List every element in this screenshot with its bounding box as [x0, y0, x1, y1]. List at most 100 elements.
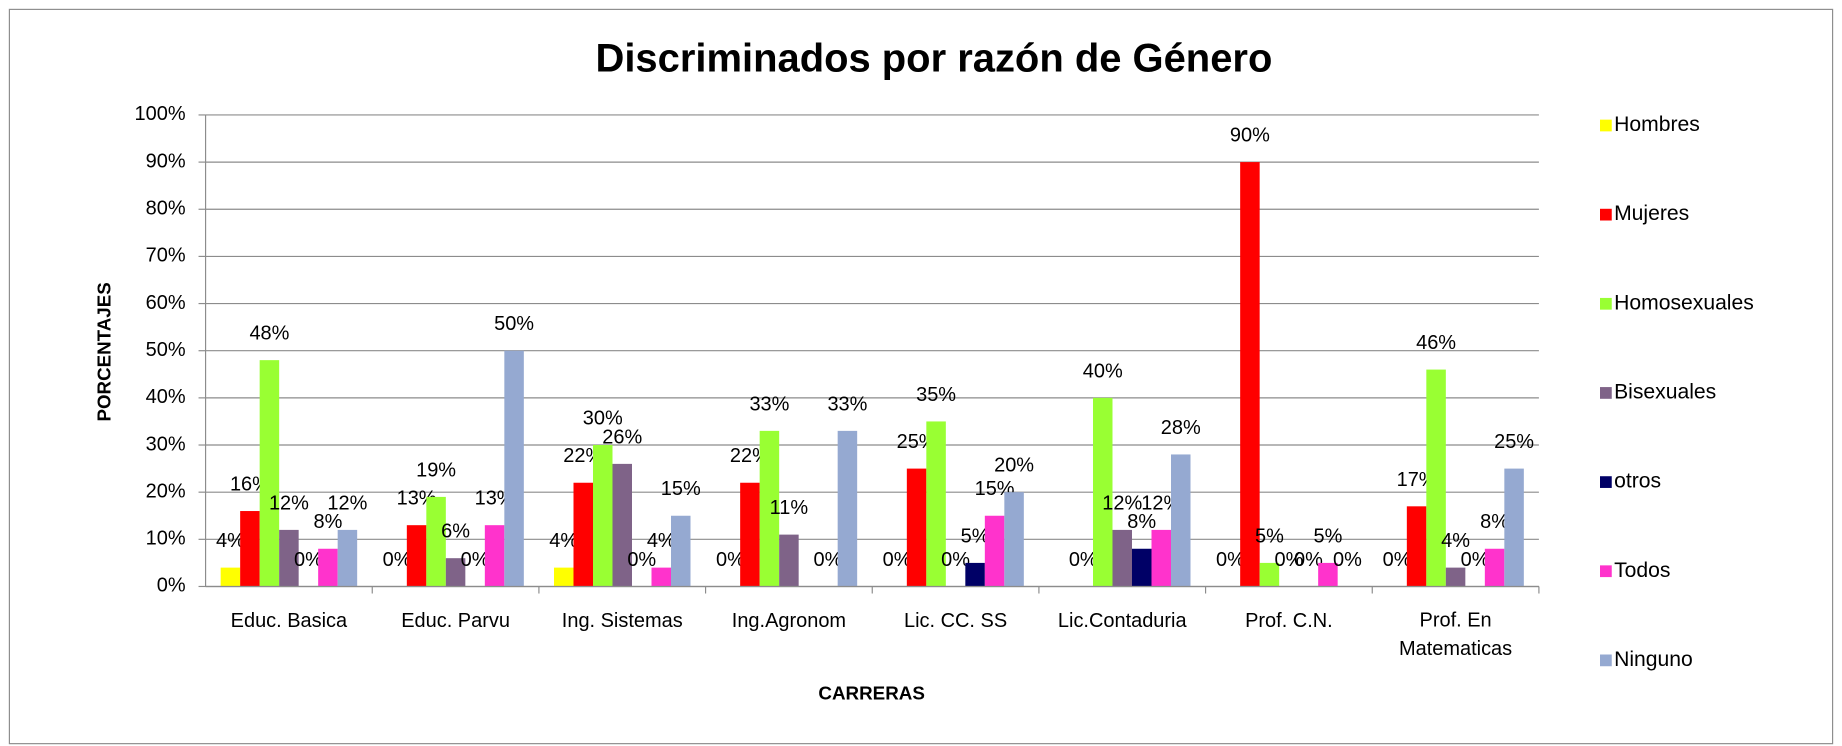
bar: [1259, 562, 1280, 587]
data-label: 5%: [1255, 525, 1284, 547]
data-label: 25%: [1494, 431, 1534, 453]
bar: [592, 445, 613, 587]
data-label: 0%: [1461, 549, 1490, 571]
y-tick-label: 90%: [146, 150, 186, 172]
data-label: 0%: [1333, 549, 1362, 571]
legend-swatch: [1600, 297, 1612, 310]
bar: [484, 525, 505, 587]
data-label: 0%: [294, 549, 323, 571]
bar: [1092, 397, 1113, 587]
data-label: 48%: [249, 323, 289, 345]
y-tick-label: 50%: [146, 339, 186, 361]
data-label: 0%: [627, 549, 656, 571]
y-tick-label: 40%: [146, 386, 186, 408]
x-tick-label: Lic.Contaduria: [1058, 610, 1188, 632]
x-tick-label: Educ. Basica: [231, 610, 348, 632]
legend-swatch: [1600, 387, 1612, 399]
bar: [1112, 529, 1132, 587]
data-label: 8%: [1480, 511, 1509, 533]
y-tick-label: 70%: [146, 245, 186, 267]
bar: [1171, 454, 1191, 587]
data-label: 0%: [1069, 549, 1098, 571]
legend-label: Mujeres: [1614, 202, 1689, 225]
data-label: 90%: [1230, 125, 1270, 147]
data-label: 0%: [813, 549, 842, 571]
data-label: 50%: [494, 313, 534, 335]
bar: [220, 567, 241, 587]
legend-label: Hombres: [1614, 113, 1700, 136]
data-label: 5%: [1313, 525, 1342, 547]
data-label: 8%: [313, 511, 342, 533]
bar: [1426, 369, 1446, 587]
x-tick-label: Prof. C.N.: [1245, 610, 1333, 632]
data-label: 0%: [1274, 549, 1303, 571]
legend-swatch: [1600, 476, 1612, 488]
bar: [670, 515, 691, 587]
bar: [573, 482, 593, 587]
x-tick-label: Ing.Agronom: [732, 610, 846, 632]
y-tick-label: 0%: [157, 575, 186, 597]
data-label: 35%: [916, 384, 956, 406]
legend-swatch: [1600, 208, 1612, 221]
bar: [240, 511, 260, 587]
legend-swatch: [1600, 119, 1612, 132]
data-label: 0%: [1294, 549, 1323, 571]
y-tick-label: 60%: [146, 292, 186, 314]
x-tick-label: Lic. CC. SS: [904, 610, 1007, 632]
bar: [504, 350, 524, 587]
data-label: 0%: [1216, 549, 1245, 571]
data-label: 4%: [647, 530, 676, 552]
bar: [965, 562, 985, 587]
bar: [279, 529, 299, 587]
bar: [906, 468, 927, 587]
data-label: 30%: [583, 407, 623, 429]
data-label: 28%: [1161, 417, 1201, 439]
bar: [426, 496, 446, 587]
bar: [759, 430, 780, 587]
x-tick-label: Ing. Sistemas: [562, 610, 683, 632]
data-label: 40%: [1083, 360, 1123, 382]
data-label: 0%: [941, 549, 970, 571]
bar: [1406, 506, 1427, 587]
bar: [926, 421, 946, 587]
bar: [1445, 567, 1466, 587]
legend-label: Bisexuales: [1614, 381, 1716, 404]
x-tick-label: Prof. En Matematicas: [1399, 610, 1512, 660]
legend-label: Ninguno: [1614, 648, 1693, 671]
y-tick-label: 20%: [146, 480, 186, 502]
legend-label: Homosexuales: [1614, 291, 1754, 314]
bar: [1484, 548, 1505, 587]
data-label: 11%: [770, 497, 809, 519]
y-tick-label: 80%: [146, 198, 186, 220]
bar: [259, 360, 280, 587]
data-label: 0%: [461, 549, 490, 571]
y-axis-label: PORCENTAJES: [94, 282, 115, 421]
bar: [1004, 492, 1024, 587]
data-label: 33%: [827, 393, 867, 415]
legend-label: otros: [1614, 470, 1661, 493]
data-label: 8%: [1127, 511, 1156, 533]
data-label: 0%: [716, 549, 745, 571]
chart-frame: [8, 8, 1834, 745]
data-label: 4%: [1441, 530, 1470, 552]
y-tick-label: 100%: [135, 103, 186, 125]
data-label: 20%: [994, 455, 1034, 477]
bar: [612, 463, 632, 587]
bar: [779, 534, 799, 587]
data-label: 0%: [1383, 549, 1412, 571]
bar: [553, 567, 574, 587]
legend-swatch: [1600, 654, 1612, 667]
data-label: 33%: [749, 393, 789, 415]
bar: [837, 430, 858, 587]
data-label: 5%: [961, 525, 990, 547]
y-tick-label: 10%: [146, 528, 186, 550]
data-label: 6%: [441, 521, 470, 543]
y-tick-label: 30%: [146, 433, 186, 455]
legend-swatch: [1600, 565, 1612, 578]
x-tick-label: Educ. Parvu: [401, 610, 510, 632]
bar: [1131, 548, 1152, 587]
x-axis-label: CARRERAS: [818, 682, 924, 703]
chart-title: Discriminados por razón de Género: [595, 37, 1272, 81]
bar: [406, 525, 427, 587]
